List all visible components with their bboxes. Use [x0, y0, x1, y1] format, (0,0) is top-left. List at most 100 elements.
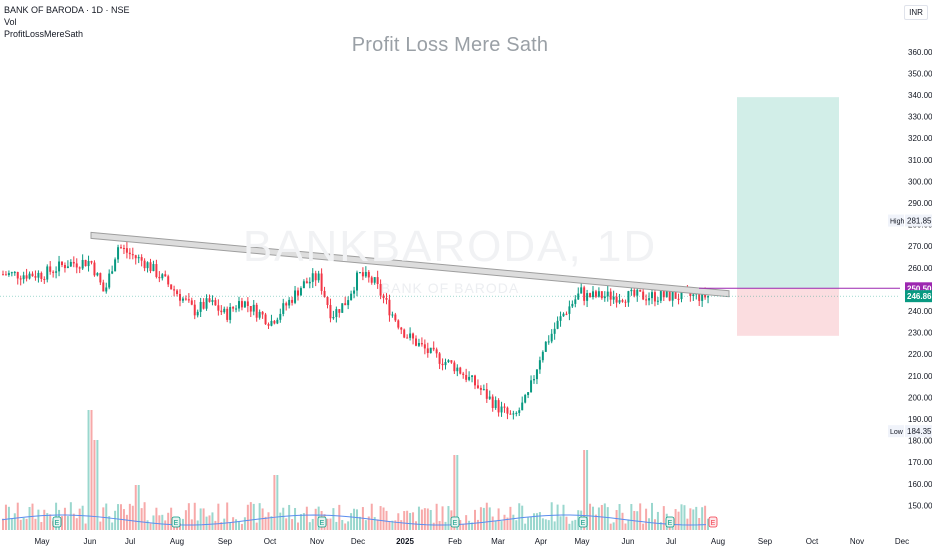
candle-body: [553, 328, 556, 334]
volume-bar: [55, 502, 58, 530]
candle: [149, 258, 152, 274]
volume-bar: [533, 513, 535, 530]
low-marker-tag-bg: [888, 425, 904, 438]
candle-body: [456, 367, 459, 372]
candle: [28, 271, 31, 280]
candle-body: [603, 296, 606, 299]
candle-body: [108, 273, 111, 288]
volume-bar: [491, 516, 494, 530]
candle: [25, 268, 28, 282]
volume-bar: [46, 513, 49, 530]
symbol-line[interactable]: BANK OF BARODA · 1D · NSE: [4, 5, 130, 15]
volume-bar: [639, 503, 642, 530]
candle: [503, 403, 506, 413]
candle-body: [530, 380, 533, 393]
candle-body: [615, 296, 618, 303]
candle: [494, 396, 497, 410]
candle-body: [388, 299, 391, 316]
candle-body: [645, 299, 648, 301]
candle-body: [190, 300, 193, 305]
volume-bar: [556, 504, 559, 530]
candle-body: [167, 276, 170, 285]
volume-bar: [170, 507, 173, 530]
candle-body: [69, 262, 72, 267]
candle: [577, 287, 580, 300]
candle-body: [423, 344, 426, 349]
candle: [500, 401, 503, 417]
volume-bar: [612, 522, 615, 530]
candle: [276, 317, 279, 325]
candle: [93, 260, 96, 277]
candle-body: [217, 305, 220, 311]
volume-bar: [22, 517, 25, 530]
candle: [441, 358, 444, 371]
candle: [559, 311, 562, 327]
candle: [305, 277, 308, 284]
candle: [450, 360, 453, 364]
candle: [205, 294, 208, 311]
candle: [299, 286, 302, 296]
candle: [603, 291, 606, 302]
candle-body: [403, 329, 406, 338]
volume-bar: [329, 518, 332, 530]
volume-bar: [117, 504, 120, 530]
volume-bar: [267, 512, 270, 530]
candle-body: [668, 290, 671, 301]
candle-body: [462, 373, 465, 375]
candle: [111, 265, 114, 275]
volume-bar: [382, 507, 385, 530]
volume-bar: [294, 507, 297, 530]
volume-indicator-label[interactable]: Vol: [4, 17, 17, 27]
volume-bar: [276, 475, 279, 530]
candle: [453, 360, 456, 374]
volume-bar: [603, 503, 606, 530]
currency-badge[interactable]: INR: [904, 5, 928, 20]
volume-bar: [155, 507, 158, 530]
candle: [515, 411, 518, 417]
candle: [639, 289, 642, 292]
x-tick-label: Nov: [310, 537, 324, 546]
candle-body: [356, 272, 358, 291]
candle-body: [158, 276, 161, 279]
candle-body: [7, 273, 10, 275]
candle-body: [544, 341, 547, 352]
candle: [509, 410, 512, 415]
candle: [190, 297, 193, 306]
candle: [158, 271, 161, 283]
volume-bar: [235, 519, 238, 530]
candle-body: [96, 273, 99, 276]
candle-body: [476, 385, 479, 388]
candle: [648, 292, 651, 306]
candle-body: [66, 266, 69, 269]
candle-body: [524, 395, 527, 403]
volume-bar: [426, 508, 429, 530]
volume-bar: [111, 522, 114, 530]
candle: [530, 375, 533, 393]
x-tick-label: Aug: [711, 537, 725, 546]
volume-bar: [332, 508, 335, 530]
x-tick-label: Nov: [850, 537, 864, 546]
custom-indicator-label[interactable]: ProfitLossMereSath: [4, 29, 84, 39]
x-tick-label: Oct: [806, 537, 819, 546]
candle-body: [527, 392, 530, 396]
y-tick-label: 360.00: [908, 48, 932, 57]
candle: [117, 244, 120, 263]
earnings-marker-text: E: [668, 520, 673, 527]
candle: [193, 299, 196, 320]
volume-bar: [226, 502, 229, 530]
candle-body: [249, 305, 252, 312]
candle-body: [538, 360, 541, 370]
candle: [40, 271, 43, 282]
candle: [506, 406, 509, 420]
chart-legend: BANK OF BARODA · 1D · NSE Vol ProfitLoss…: [4, 4, 130, 40]
volume-bar: [16, 502, 19, 530]
candle-body: [199, 301, 202, 312]
candle: [314, 270, 317, 287]
volume-bar: [385, 510, 388, 530]
candle: [426, 342, 429, 358]
volume-bar: [335, 521, 338, 530]
candle-body: [594, 291, 597, 297]
volume-bar: [497, 508, 500, 530]
candle-body: [323, 290, 326, 298]
